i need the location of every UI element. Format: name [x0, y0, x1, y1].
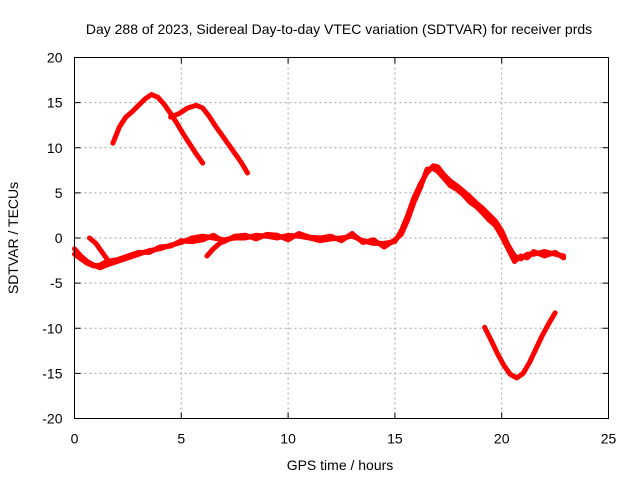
data-series: [72, 92, 567, 381]
series-track-1: [110, 92, 206, 166]
series-track-2: [168, 102, 250, 176]
y-tick-label: 5: [55, 185, 63, 201]
x-axis-label: GPS time / hours: [287, 457, 394, 473]
axis-ticks: 0 5 10 15 20 25 -20 -15 -10 -5 0 5 10 15 20: [42, 50, 616, 447]
x-tick-label: 10: [280, 431, 296, 447]
y-tick-label: 0: [55, 230, 63, 246]
x-tick-label: 15: [387, 431, 403, 447]
series-track-5: [87, 235, 112, 264]
chart-title: Day 288 of 2023, Sidereal Day-to-day VTE…: [86, 21, 592, 37]
x-tick-label: 20: [494, 431, 510, 447]
y-tick-label: 20: [47, 50, 63, 66]
y-tick-label: 15: [47, 95, 63, 111]
y-axis-label: SDTVAR / TECUs: [5, 182, 21, 294]
x-tick-label: 25: [601, 431, 617, 447]
y-tick-label: -20: [42, 411, 62, 427]
series-track-7: [482, 310, 558, 381]
y-tick-label: -15: [42, 365, 62, 381]
y-tick-label: 10: [47, 140, 63, 156]
y-tick-label: -10: [42, 320, 62, 336]
series-track-4: [72, 166, 567, 269]
y-tick-label: -5: [50, 275, 63, 291]
x-tick-label: 0: [71, 431, 79, 447]
series-track-6: [204, 235, 236, 259]
x-tick-label: 5: [177, 431, 185, 447]
